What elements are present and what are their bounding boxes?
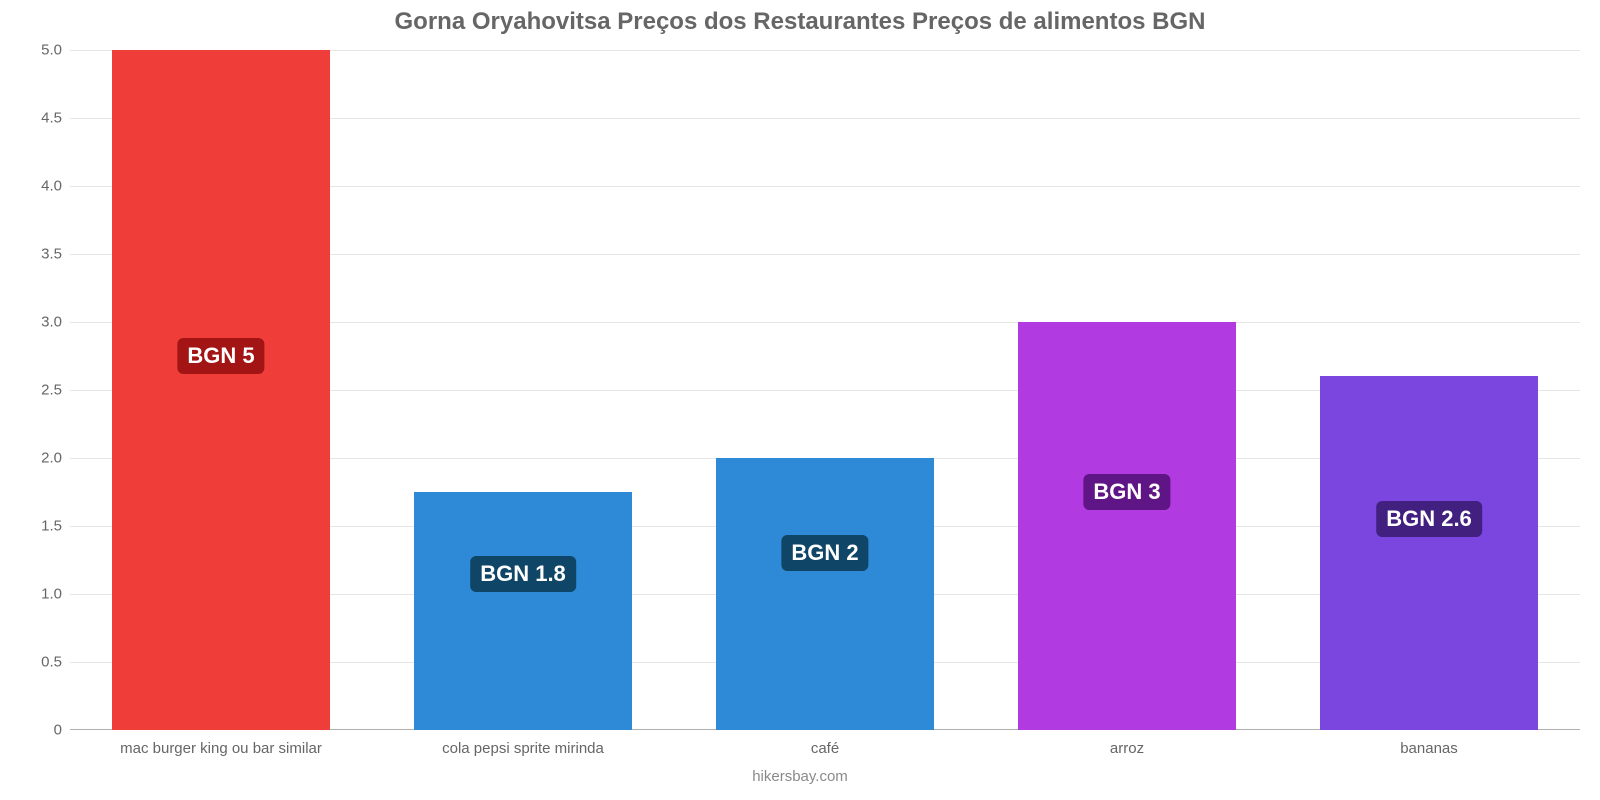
y-tick-label: 3.5: [41, 246, 62, 263]
chart-container: Gorna Oryahovitsa Preços dos Restaurante…: [0, 0, 1600, 800]
value-label: BGN 5: [177, 338, 264, 374]
chart-title: Gorna Oryahovitsa Preços dos Restaurante…: [0, 8, 1600, 36]
bar-slot: BGN 3arroz: [976, 50, 1278, 730]
bar-slot: BGN 2.6bananas: [1278, 50, 1580, 730]
y-tick-label: 4.5: [41, 110, 62, 127]
bar: [1320, 376, 1537, 730]
y-tick-label: 5.0: [41, 42, 62, 59]
y-tick-label: 3.0: [41, 314, 62, 331]
y-tick-label: 0: [54, 722, 62, 739]
value-label: BGN 3: [1083, 474, 1170, 510]
y-tick-label: 0.5: [41, 654, 62, 671]
bar-slot: BGN 2café: [674, 50, 976, 730]
chart-footer: hikersbay.com: [0, 768, 1600, 785]
y-tick-label: 2.5: [41, 382, 62, 399]
plot-area: 00.51.01.52.02.53.03.54.04.55.0BGN 5mac …: [70, 50, 1580, 730]
y-tick-label: 1.0: [41, 586, 62, 603]
y-tick-label: 2.0: [41, 450, 62, 467]
y-tick-label: 4.0: [41, 178, 62, 195]
x-tick-label: bananas: [1400, 740, 1458, 757]
bar: [414, 492, 631, 730]
x-tick-label: mac burger king ou bar similar: [120, 740, 322, 757]
bar: [1018, 322, 1235, 730]
value-label: BGN 2: [781, 535, 868, 571]
bar-slot: BGN 1.8cola pepsi sprite mirinda: [372, 50, 674, 730]
value-label: BGN 2.6: [1376, 501, 1482, 537]
bar-slot: BGN 5mac burger king ou bar similar: [70, 50, 372, 730]
bar: [112, 50, 329, 730]
y-tick-label: 1.5: [41, 518, 62, 535]
bar: [716, 458, 933, 730]
value-label: BGN 1.8: [470, 556, 576, 592]
x-tick-label: arroz: [1110, 740, 1144, 757]
x-tick-label: cola pepsi sprite mirinda: [442, 740, 604, 757]
x-tick-label: café: [811, 740, 839, 757]
